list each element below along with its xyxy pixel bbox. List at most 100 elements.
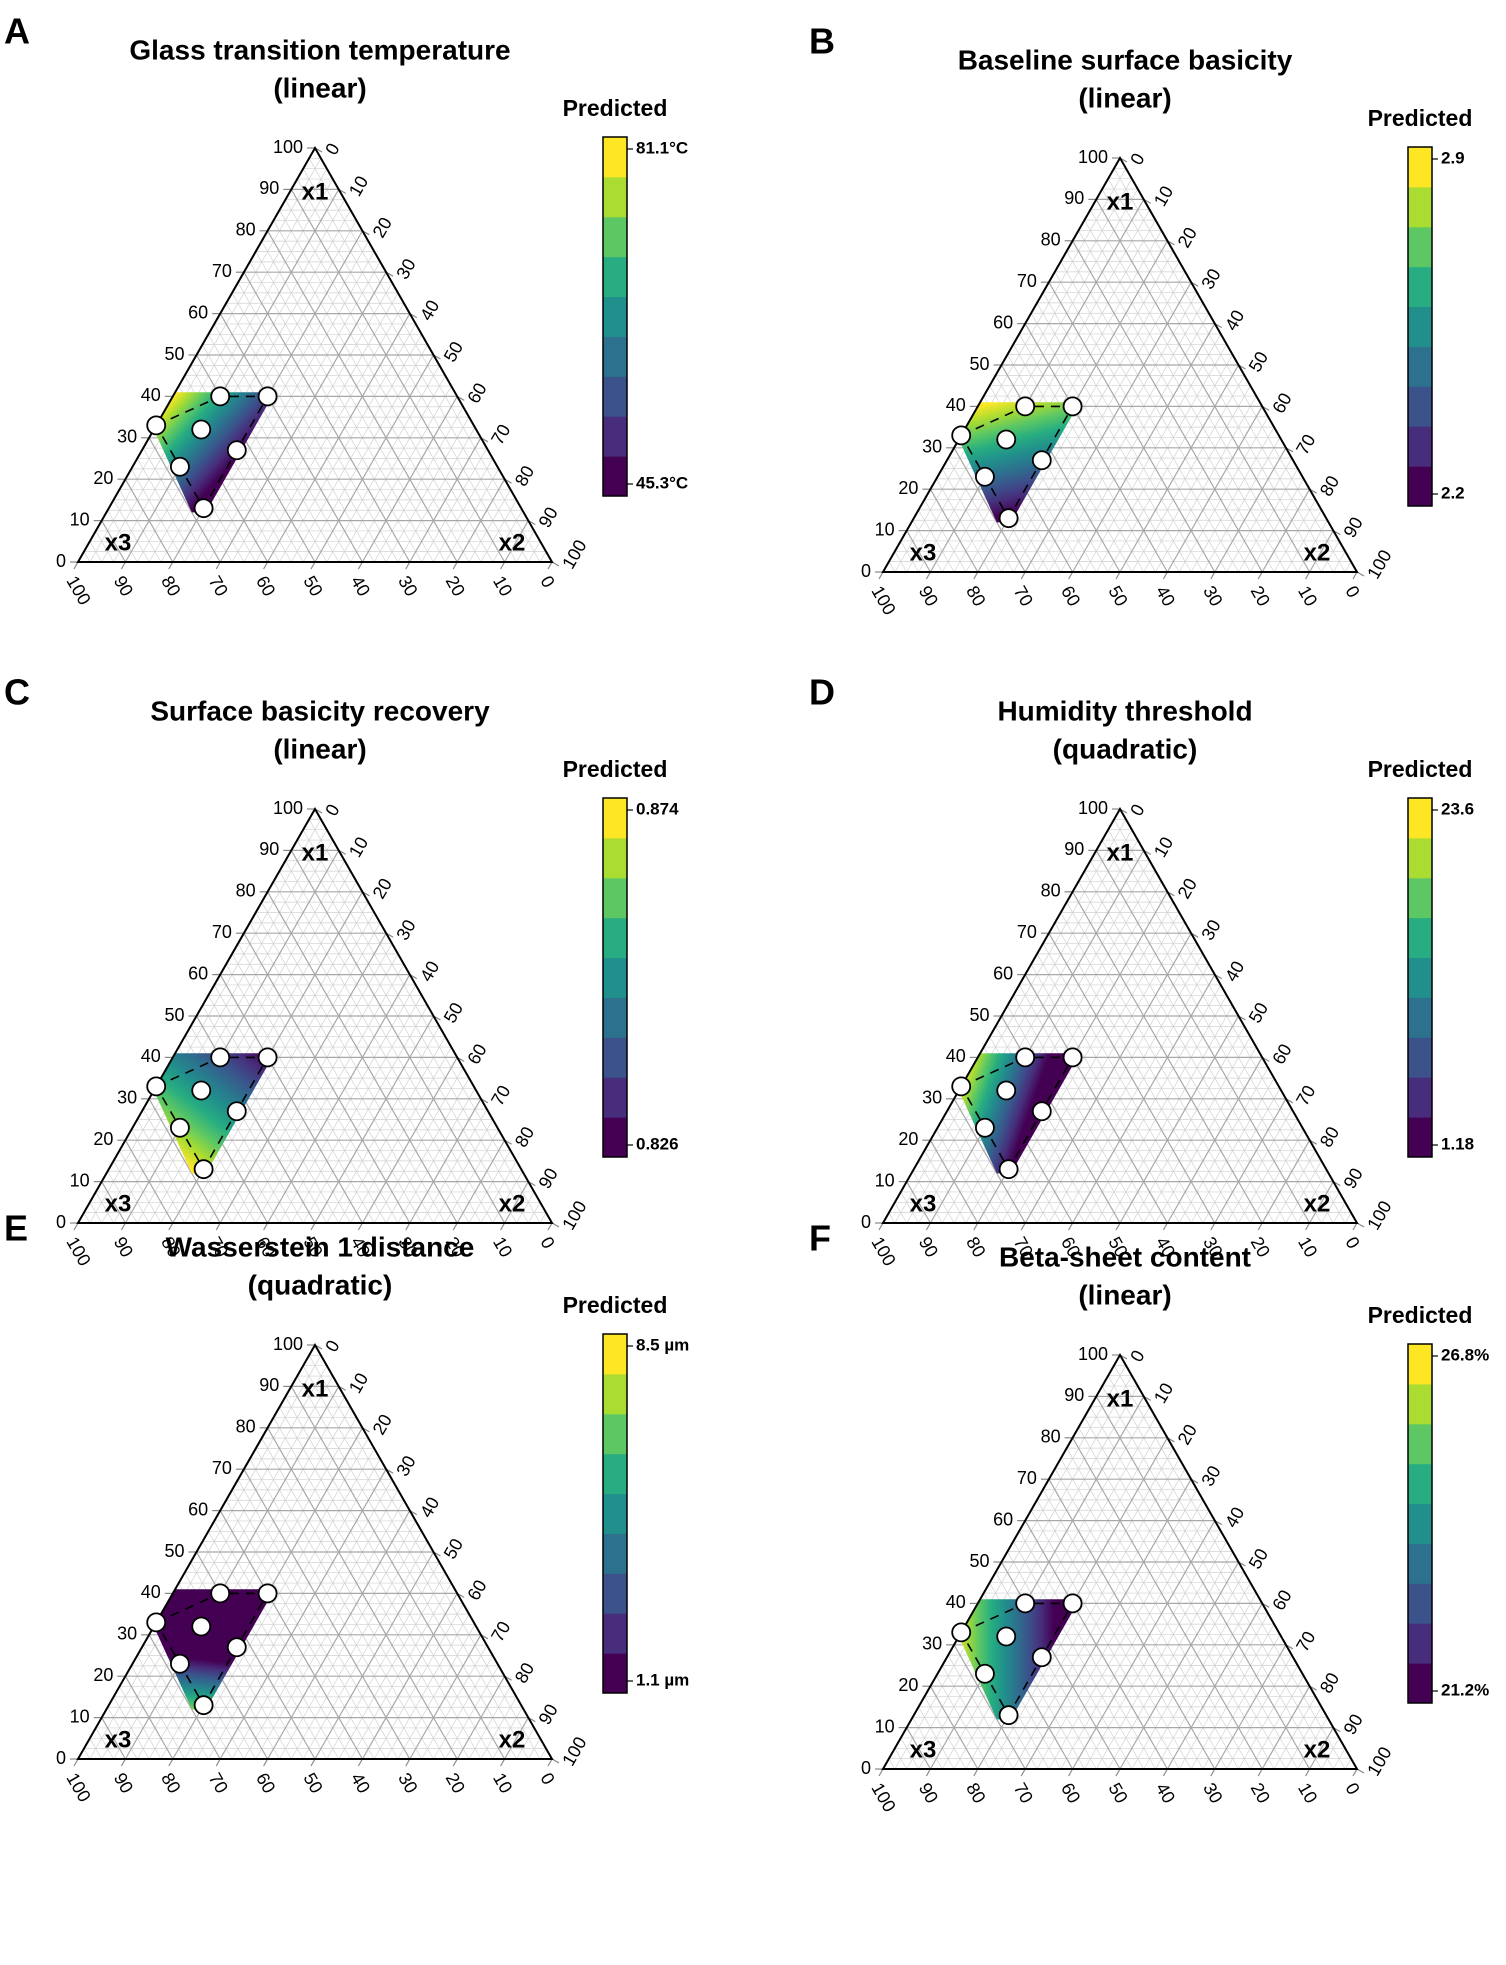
chart-title: Wasserstein 1 distance xyxy=(166,1231,475,1262)
axis-tick-label: 30 xyxy=(394,1769,421,1796)
fine-grid-line xyxy=(279,323,417,563)
fine-grid-line xyxy=(208,261,381,563)
colorbar-bin xyxy=(1408,346,1432,387)
fine-grid-line xyxy=(308,158,541,563)
axis-tick-label: 40 xyxy=(416,297,443,324)
fine-grid-line xyxy=(941,1665,1002,1770)
grid-line xyxy=(124,850,340,1224)
tick-mark xyxy=(215,1222,221,1231)
fine-grid-line xyxy=(894,1365,1127,1770)
fine-grid-line xyxy=(433,1655,494,1760)
colorbar-bin xyxy=(603,1573,627,1614)
fine-grid-line xyxy=(1095,344,1227,573)
tick-mark xyxy=(73,561,79,570)
colorbar-bin xyxy=(1408,1037,1432,1078)
colorbar-title: Predicted xyxy=(563,756,668,782)
grid-line xyxy=(101,1181,126,1224)
axis-tick-label: 80 xyxy=(157,1769,184,1796)
axis-tick-label: 50 xyxy=(440,338,467,365)
corner-label: x1 xyxy=(1107,1385,1134,1412)
fine-grid-line xyxy=(1285,1706,1322,1770)
axis-tick-label: 10 xyxy=(1150,1379,1177,1406)
design-point xyxy=(1062,1593,1083,1614)
corner-label: x1 xyxy=(302,839,329,866)
colorbar-bin xyxy=(603,997,627,1038)
grid-line xyxy=(124,189,340,563)
colorbar-bin xyxy=(1408,186,1432,228)
axis-tick-label: 20 xyxy=(1174,875,1201,902)
design-point xyxy=(951,1076,972,1097)
colorbar-bin xyxy=(603,1493,627,1534)
colorbar-bin xyxy=(603,376,627,417)
design-hull xyxy=(155,395,269,510)
fine-grid-line xyxy=(1226,1108,1293,1224)
corner-label: x1 xyxy=(1107,188,1134,215)
triangle-outline xyxy=(76,1342,554,1760)
axis-tick-label: 30 xyxy=(392,1452,419,1479)
colorbar-bin xyxy=(1408,1583,1432,1624)
panel-label: A xyxy=(4,11,30,52)
triangle-outline xyxy=(76,806,554,1224)
fine-grid-line xyxy=(894,551,908,573)
axis-tick-label: 10 xyxy=(70,1706,90,1726)
fine-grid-line xyxy=(445,1129,499,1224)
grid-line xyxy=(219,271,387,563)
axis-tick-label: 80 xyxy=(962,1779,989,1806)
tick-mark xyxy=(73,1222,79,1231)
fine-grid-line xyxy=(107,1707,138,1760)
axis-tick-label: 100 xyxy=(62,1769,94,1805)
grid-line xyxy=(148,1634,221,1760)
colorbar-tick-label: 2.9 xyxy=(1441,148,1465,167)
triangle-outline xyxy=(76,145,554,563)
fine-grid-line xyxy=(273,220,470,563)
fine-grid-line xyxy=(302,1005,428,1224)
panel: E Wasserstein 1 distance(quadratic)010203… xyxy=(4,1208,689,1806)
axis-tick-label: 100 xyxy=(1078,798,1108,818)
fine-grid-line xyxy=(1018,984,1156,1224)
fine-grid-line xyxy=(249,261,422,563)
fine-grid-line xyxy=(1007,1005,1133,1224)
fine-grid-line xyxy=(468,1686,511,1760)
design-point xyxy=(210,1047,231,1068)
axis-tick-label: 20 xyxy=(898,1129,918,1149)
design-point xyxy=(1015,1047,1036,1068)
design-point xyxy=(146,415,167,436)
axis-tick-label: 100 xyxy=(1078,147,1108,167)
fine-grid-line xyxy=(243,1489,399,1760)
tick-mark xyxy=(1257,1768,1263,1777)
colorbar-bin xyxy=(1408,917,1432,959)
axis-tick-label: 60 xyxy=(252,1769,279,1796)
fine-grid-line xyxy=(433,458,494,563)
grid-line xyxy=(906,1727,931,1770)
panel-label: B xyxy=(809,21,835,62)
corner-label: x3 xyxy=(910,1190,937,1217)
axis-tick-label: 10 xyxy=(1150,182,1177,209)
fine-grid-line xyxy=(1285,1160,1322,1224)
triangle-outline xyxy=(881,806,1359,1224)
fine-grid-line xyxy=(1321,1191,1340,1224)
panel-label: D xyxy=(809,672,835,713)
fine-grid-line xyxy=(1084,984,1222,1224)
tick-mark xyxy=(1305,1222,1311,1231)
fine-grid-line xyxy=(89,819,322,1224)
fine-grid-line xyxy=(1107,354,1233,573)
fine-grid-line xyxy=(433,1119,494,1224)
axis-tick-label: 40 xyxy=(416,958,443,985)
fine-grid-line xyxy=(894,168,1127,573)
fine-grid-line xyxy=(95,1727,114,1760)
fine-grid-line xyxy=(1190,426,1275,573)
fine-grid-line xyxy=(1238,468,1299,573)
fine-grid-line xyxy=(89,158,322,563)
axis-tick-label: 100 xyxy=(867,1779,899,1815)
fine-grid-line xyxy=(1095,1541,1227,1770)
predicted-surface xyxy=(958,402,1080,523)
fine-grid-line xyxy=(941,860,1150,1224)
fine-grid-line xyxy=(142,1644,209,1760)
fine-grid-line xyxy=(231,292,387,563)
tick-mark xyxy=(120,1222,126,1231)
fine-grid-line xyxy=(107,510,138,563)
fine-grid-line xyxy=(1238,1119,1299,1224)
colorbar-bin xyxy=(1408,1423,1432,1465)
colorbar-tick-label: 8.5 µm xyxy=(636,1335,689,1354)
